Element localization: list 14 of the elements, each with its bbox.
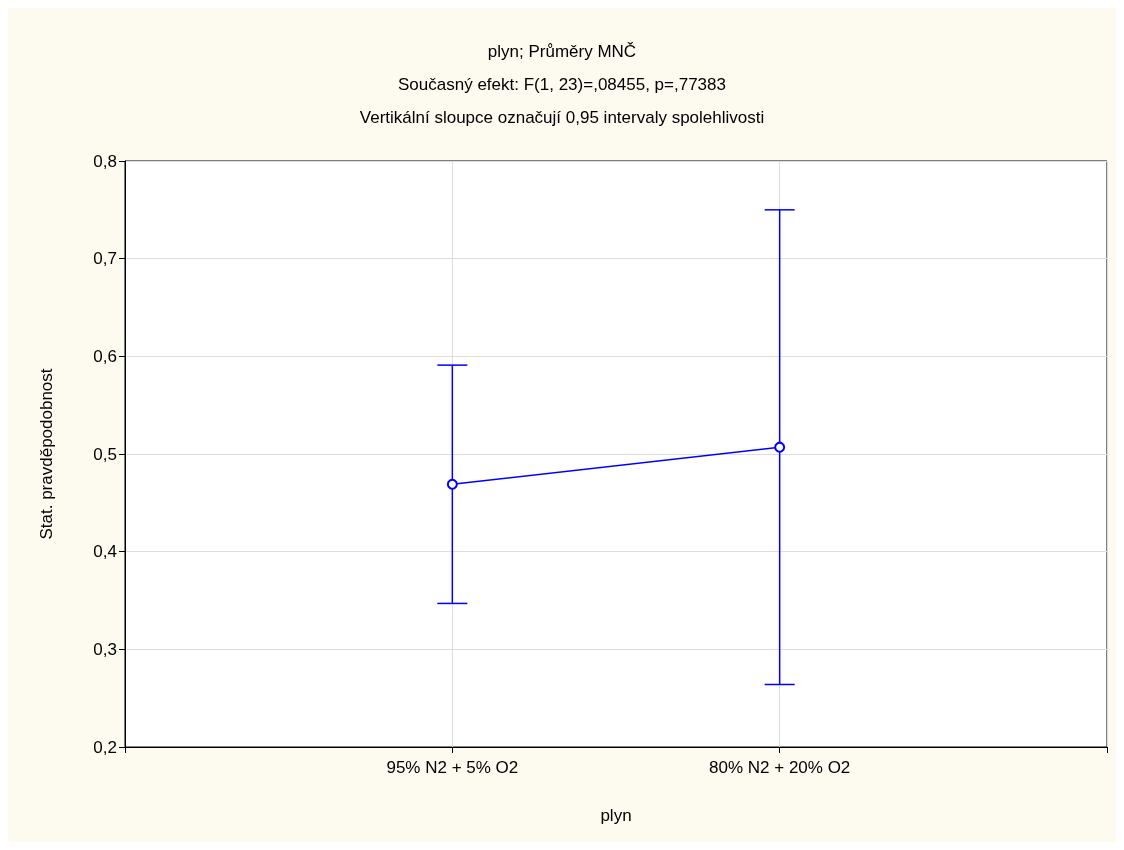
y-axis-title: Stat. pravděpodobnost xyxy=(37,368,56,540)
y-tick-label: 0,6 xyxy=(93,346,117,366)
y-tick-label: 0,7 xyxy=(93,249,117,269)
x-axis-title: plyn xyxy=(600,806,632,825)
x-tick-label: 80% N2 + 20% O2 xyxy=(709,758,851,777)
chart-subtitle: Současný efekt: F(1, 23)=,08455, p=,77383 xyxy=(398,75,726,94)
y-tick-label: 0,2 xyxy=(93,737,117,757)
y-tick-label: 0,5 xyxy=(93,444,117,464)
y-tick-label: 0,3 xyxy=(93,639,117,659)
x-tick-label: 95% N2 + 5% O2 xyxy=(386,758,519,777)
text: Vertikální sloupce označují 0,95 intervaly spolehlivosti xyxy=(359,108,765,127)
y-tick-label: 0,4 xyxy=(93,542,117,562)
y-tick-label: 0,8 xyxy=(93,151,117,171)
chart-title: plyn; Průměry MNČ xyxy=(487,42,637,61)
